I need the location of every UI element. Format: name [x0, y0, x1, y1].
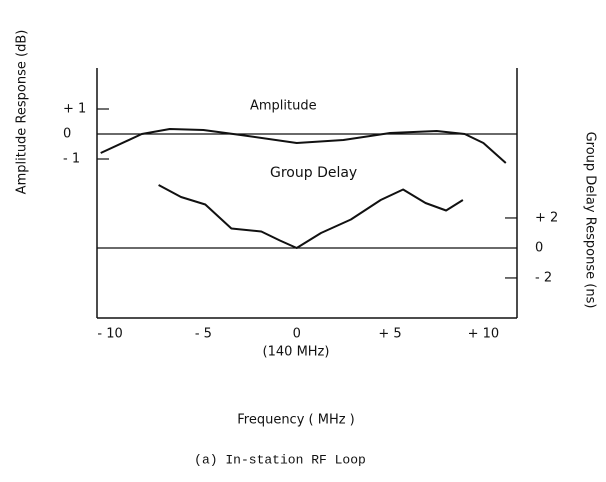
y2-tick-label: + 2 — [535, 210, 558, 225]
x-tick-label: - 10 — [97, 327, 122, 342]
series-line — [158, 184, 464, 249]
annotation: Amplitude — [250, 99, 317, 114]
y2-axis-label: Group Delay Response (ns) — [583, 132, 598, 309]
x-tick-label: + 5 — [378, 327, 401, 342]
y-axis-label: Amplitude Response (dB) — [15, 30, 30, 195]
x-tick-label: + 10 — [468, 327, 500, 342]
caption: (a) In-station RF Loop — [194, 452, 366, 467]
y-tick-label: + 1 — [63, 102, 86, 117]
annotation: Group Delay — [270, 165, 357, 181]
x-tick-label: 0 — [293, 327, 301, 342]
series-line — [100, 128, 507, 164]
y2-tick-label: - 2 — [535, 270, 552, 285]
x-axis-label: Frequency ( MHz ) — [237, 413, 355, 428]
y2-tick-label: 0 — [535, 240, 543, 255]
y-tick-label: - 1 — [63, 152, 80, 167]
x-sublabel: (140 MHz) — [263, 345, 330, 360]
x-tick-label: - 5 — [195, 327, 212, 342]
y-tick-label: 0 — [63, 127, 71, 142]
